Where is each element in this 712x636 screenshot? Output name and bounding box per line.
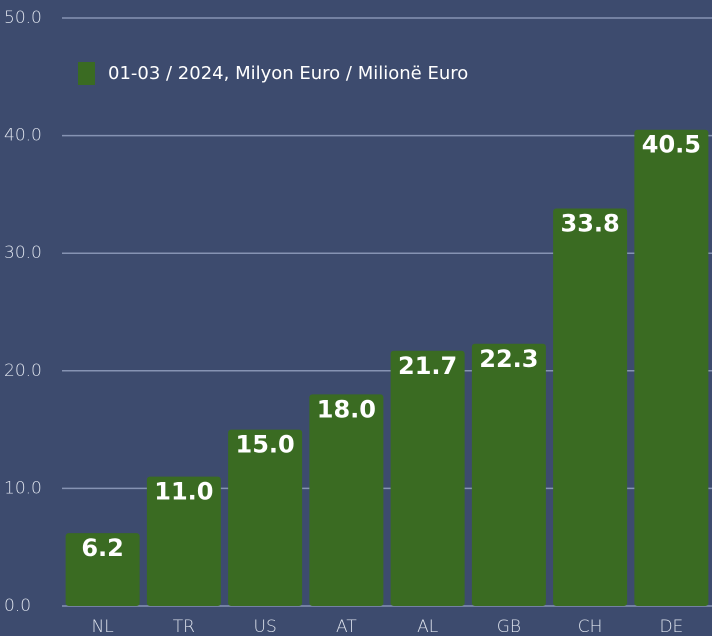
x-tick-label: US [254,617,277,636]
bar [309,394,384,606]
y-tick-label: 10.0 [4,478,42,498]
x-tick-label: GB [497,617,521,636]
x-tick-label: CH [578,617,603,636]
data-label: 11.0 [154,478,213,506]
bar [228,429,303,606]
bar [65,533,140,606]
bar [146,476,221,606]
x-tick-label: AT [336,617,357,636]
x-tick-label: AL [417,617,438,636]
legend-label: 01-03 / 2024, Milyon Euro / Milionë Euro [108,63,468,84]
data-label: 18.0 [317,395,376,423]
data-label: 6.2 [81,534,124,562]
y-tick-label: 50.0 [4,8,42,28]
bar [390,350,465,606]
bar [471,343,546,606]
y-tick-label: 20.0 [4,361,42,381]
data-label: 33.8 [561,210,620,238]
x-tick-label: NL [92,617,114,636]
data-label: 21.7 [398,352,457,380]
bar [634,129,709,606]
y-tick-label: 40.0 [4,126,42,146]
legend-swatch [78,62,95,85]
y-tick-label: 0.0 [4,596,31,616]
x-tick-label: DE [659,617,683,636]
data-label: 15.0 [236,431,295,459]
x-tick-label: TR [173,617,195,636]
data-label: 22.3 [479,345,538,373]
data-label: 40.5 [642,131,701,159]
y-tick-label: 30.0 [4,243,42,263]
bar [553,208,628,606]
